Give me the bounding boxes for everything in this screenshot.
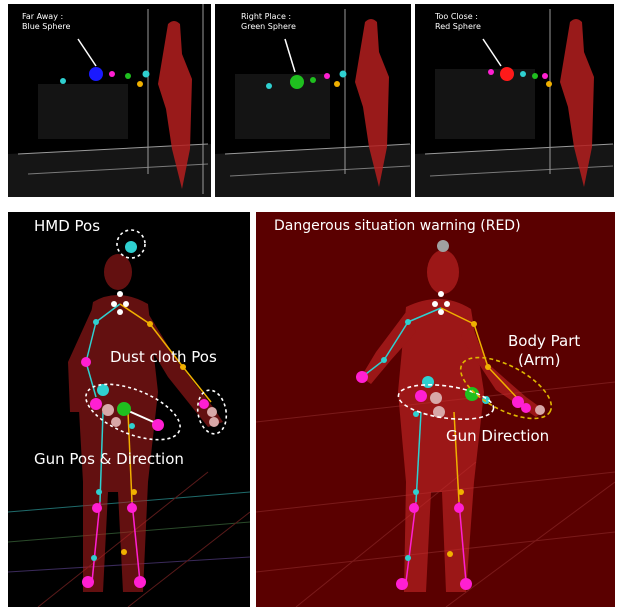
hmd-highlight bbox=[116, 229, 146, 259]
too-close-title: Too Close : bbox=[435, 12, 478, 21]
person-pointcloud bbox=[68, 254, 223, 592]
dust-cloth-pos-label: Dust cloth Pos bbox=[110, 348, 217, 366]
skeleton-joints bbox=[356, 240, 545, 590]
far-away-panel: Far Away : Blue Sphere bbox=[8, 4, 211, 197]
far-away-sphere-label: Blue Sphere bbox=[22, 22, 71, 31]
gun-direction-highlight bbox=[397, 384, 495, 420]
arm-highlight bbox=[459, 356, 553, 420]
right-place-title: Right Place : bbox=[241, 12, 292, 21]
gun-highlight bbox=[85, 383, 181, 441]
warning-title: Dangerous situation warning (RED) bbox=[274, 218, 521, 234]
tracking-scene bbox=[8, 229, 250, 607]
room-pointcloud bbox=[435, 69, 535, 139]
gun-pos-direction-label: Gun Pos & Direction bbox=[34, 450, 184, 468]
too-close-caption: Too Close : Red Sphere bbox=[435, 12, 481, 32]
right-place-panel: Right Place : Green Sphere bbox=[215, 4, 411, 197]
skeleton bbox=[361, 307, 522, 583]
person-pointcloud bbox=[560, 19, 594, 187]
hmd-joint bbox=[437, 240, 449, 252]
warning-panel: Dangerous situation warning (RED) Body P… bbox=[256, 212, 615, 607]
warning-scene bbox=[256, 240, 615, 607]
person-pointcloud bbox=[355, 19, 389, 187]
gun-direction-label: Gun Direction bbox=[446, 427, 550, 445]
room-pointcloud bbox=[38, 84, 128, 139]
body-part-label: Body Part bbox=[508, 332, 581, 350]
person-pointcloud bbox=[158, 21, 192, 189]
arm-label: (Arm) bbox=[518, 351, 561, 369]
blue-sphere bbox=[89, 67, 103, 81]
dust-cloth-highlight bbox=[196, 389, 228, 435]
skeleton bbox=[85, 303, 212, 583]
right-place-sphere-label: Green Sphere bbox=[241, 22, 296, 31]
hmd-joint bbox=[125, 241, 137, 253]
skeleton-joints bbox=[81, 241, 219, 588]
dust-cloth-joint bbox=[209, 417, 219, 427]
gun-joint bbox=[117, 402, 131, 416]
gun-joint bbox=[465, 387, 479, 401]
scene-right-place bbox=[215, 9, 411, 197]
too-close-sphere-label: Red Sphere bbox=[435, 22, 481, 31]
person-pointcloud bbox=[361, 250, 544, 592]
green-sphere bbox=[290, 75, 304, 89]
scene-too-close bbox=[415, 9, 614, 197]
scene-far-away bbox=[8, 4, 211, 197]
far-away-caption: Far Away : Blue Sphere bbox=[22, 12, 70, 32]
right-place-caption: Right Place : Green Sphere bbox=[241, 12, 296, 32]
too-close-panel: Too Close : Red Sphere bbox=[415, 4, 614, 197]
hmd-pos-label: HMD Pos bbox=[34, 217, 101, 235]
far-away-title: Far Away : bbox=[22, 12, 64, 21]
tracking-panel: HMD Pos Dust cloth Pos Gun Pos & Directi… bbox=[8, 212, 250, 607]
red-sphere bbox=[500, 67, 514, 81]
room-pointcloud bbox=[235, 74, 330, 139]
